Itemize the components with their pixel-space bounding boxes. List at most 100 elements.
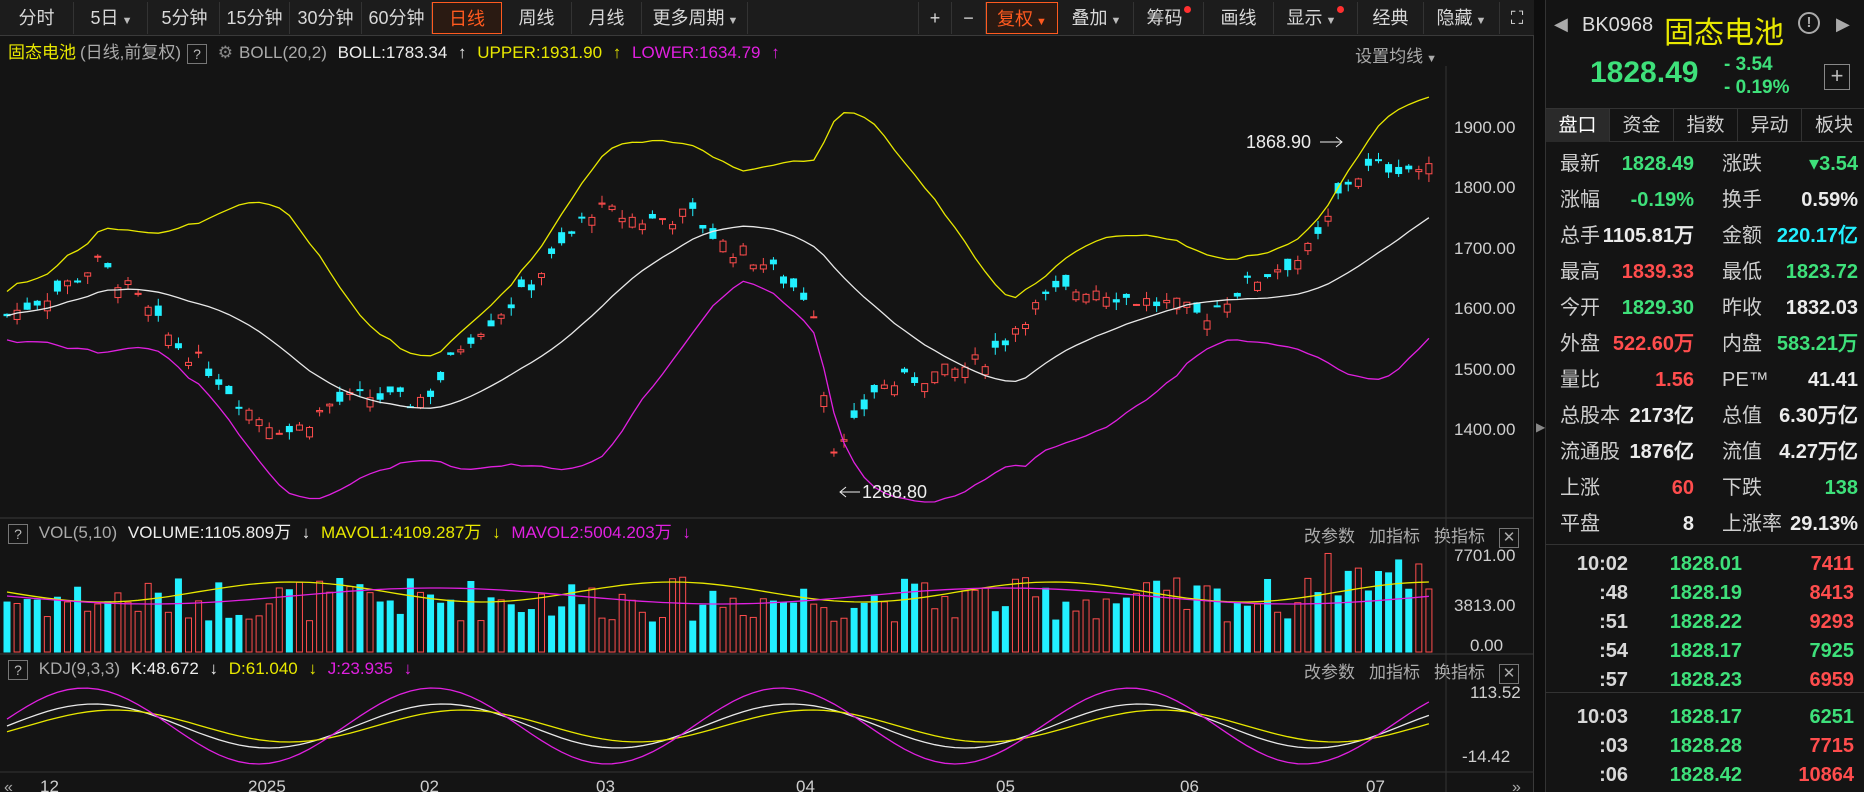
tab-order-book[interactable]: 盘口: [1546, 109, 1610, 142]
classic-button[interactable]: 经典: [1358, 2, 1424, 34]
stat-label: 内盘: [1722, 333, 1762, 355]
candle: [1213, 305, 1221, 308]
candle: [225, 385, 233, 395]
help-icon[interactable]: ?: [187, 43, 208, 64]
candle: [588, 216, 596, 226]
period-tab-daily[interactable]: 日线: [432, 2, 502, 34]
period-tab-30min[interactable]: 30分钟: [290, 2, 362, 34]
kdj-add-indicator-button[interactable]: 加指标: [1369, 663, 1420, 682]
tab-funds[interactable]: 资金: [1610, 109, 1674, 142]
volume-bar: [1193, 585, 1201, 653]
period-tab-monthly[interactable]: 月线: [572, 2, 642, 34]
volume-bar: [1163, 589, 1171, 653]
candle: [648, 213, 656, 219]
candle: [1324, 215, 1332, 222]
info-icon[interactable]: !: [1798, 12, 1820, 34]
tick-row: 10:02 1828.01 7411: [1552, 550, 1862, 579]
low-label: 1288.80: [862, 482, 927, 502]
kdj-switch-indicator-button[interactable]: 换指标: [1434, 663, 1485, 682]
boll-lower-line: [6, 280, 1430, 503]
candle: [1193, 302, 1201, 313]
volume-bar: [1395, 559, 1403, 653]
zoom-out-button[interactable]: −: [952, 2, 986, 34]
volume-bar: [527, 609, 535, 653]
candle: [33, 300, 41, 306]
volume-bar: [1011, 578, 1019, 653]
tick-volume: 10864: [1798, 764, 1854, 786]
vol-switch-indicator-button[interactable]: 换指标: [1434, 527, 1485, 546]
volume-bar: [588, 587, 596, 653]
kdj-change-params-button[interactable]: 改参数: [1304, 663, 1355, 682]
volume-bar: [951, 617, 959, 653]
volume-bar: [1102, 598, 1110, 653]
volume-bar: [1092, 618, 1100, 653]
collapse-arrow-icon[interactable]: ▶: [1536, 420, 1546, 434]
volume-bar: [396, 613, 404, 653]
period-tab-5day[interactable]: 5日 ▼: [76, 2, 148, 34]
close-icon[interactable]: ✕: [1499, 663, 1519, 684]
chart-area[interactable]: 固态电池 (日线,前复权)? ⚙ BOLL(20,2) BOLL:1783.34 ↑…: [0, 36, 1534, 792]
ma-settings-dropdown[interactable]: 设置均线 ▼: [1341, 42, 1437, 67]
quote-row: 平盘 8 上涨率 29.13%: [1552, 506, 1862, 542]
tab-index[interactable]: 指数: [1674, 109, 1738, 142]
period-tab-60min[interactable]: 60分钟: [362, 2, 432, 34]
volume-bar: [427, 594, 435, 653]
chevron-down-icon: ▼: [1426, 53, 1437, 65]
candle: [427, 390, 435, 397]
candle: [1274, 269, 1282, 273]
volume-bar: [507, 604, 515, 653]
kline-chart[interactable]: 1900.00 1800.00 1700.00 1600.00 1500.00 …: [0, 36, 1534, 792]
next-arrow-icon[interactable]: ▶: [1836, 14, 1850, 34]
high-label: 1868.90: [1246, 132, 1311, 152]
scroll-right-icon[interactable]: »: [1512, 779, 1521, 792]
display-dropdown[interactable]: 显示 ▼: [1274, 2, 1358, 34]
volume-bar: [709, 590, 717, 653]
help-icon[interactable]: ?: [8, 523, 28, 544]
volume-bars: [3, 552, 1433, 653]
quote-panel: ◀ BK0968 固态电池 ! ▶ 1828.49 - 3.54 - 0.19%…: [1546, 0, 1864, 792]
vol-add-indicator-button[interactable]: 加指标: [1369, 527, 1420, 546]
help-icon[interactable]: ?: [8, 659, 28, 680]
stat-value: 1823.72: [1785, 261, 1858, 283]
volume-bar: [104, 601, 112, 653]
period-tab-15min[interactable]: 15分钟: [220, 2, 290, 34]
candle: [336, 391, 344, 402]
adjust-rights-dropdown[interactable]: 复权 ▼: [986, 2, 1058, 34]
candle: [487, 320, 495, 327]
upper-value-text: UPPER:1931.90: [477, 43, 603, 62]
volume-bar: [810, 603, 818, 653]
tab-anomaly[interactable]: 异动: [1738, 109, 1802, 142]
prev-arrow-icon[interactable]: ◀: [1554, 14, 1568, 34]
stat-value: 522.60万: [1612, 333, 1694, 355]
candle: [558, 232, 566, 244]
more-periods-dropdown[interactable]: 更多周期 ▼: [644, 2, 748, 34]
volume-bar: [1022, 577, 1030, 653]
vol-change-params-button[interactable]: 改参数: [1304, 527, 1355, 546]
period-toolbar: 分时 5日 ▼ 5分钟 15分钟 30分钟 60分钟 日线 周线 月线 更多周期 ▼…: [0, 0, 1534, 36]
tab-sector[interactable]: 板块: [1814, 115, 1853, 136]
chevron-down-icon: ▼: [1110, 15, 1122, 27]
period-tab-timeshare[interactable]: 分时: [0, 2, 74, 34]
fullscreen-icon[interactable]: ⛶: [1510, 8, 1524, 28]
volume-bar: [1153, 580, 1161, 653]
gear-icon[interactable]: ⚙: [217, 43, 234, 62]
hide-dropdown[interactable]: 隐藏 ▼: [1424, 2, 1500, 34]
volume-bar: [911, 583, 919, 653]
draw-line-button[interactable]: 画线: [1204, 2, 1274, 34]
scroll-left-icon[interactable]: «: [4, 779, 13, 792]
tick-time: :06: [1599, 764, 1628, 786]
period-tab-5min[interactable]: 5分钟: [150, 2, 220, 34]
candle: [306, 427, 314, 438]
candle: [255, 419, 263, 427]
candle: [416, 396, 424, 409]
volume-bar: [225, 617, 233, 653]
d-value-text: D:61.040: [228, 659, 298, 678]
zoom-in-button[interactable]: +: [918, 2, 952, 34]
overlay-dropdown[interactable]: 叠加 ▼: [1060, 2, 1134, 34]
close-icon[interactable]: ✕: [1499, 527, 1519, 548]
chips-button[interactable]: 筹码: [1134, 2, 1204, 34]
add-watchlist-icon[interactable]: +: [1824, 64, 1850, 90]
panel-splitter[interactable]: ▶: [1534, 0, 1546, 792]
period-tab-weekly[interactable]: 周线: [502, 2, 572, 34]
candle: [759, 264, 767, 270]
